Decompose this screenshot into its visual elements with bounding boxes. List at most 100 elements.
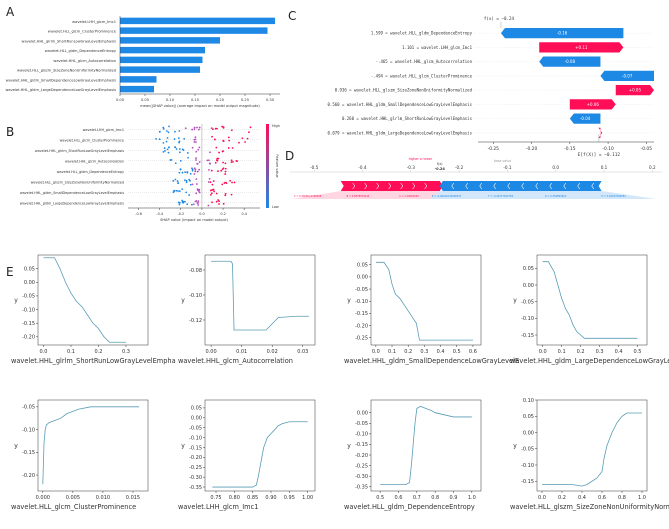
d-tick-label: -0.5 <box>310 165 319 170</box>
e-pd-line <box>211 260 309 331</box>
b-shap-point <box>232 160 234 163</box>
d-tick-label: -0.2 <box>455 165 464 170</box>
a-x-tick-label: 0.30 <box>266 98 275 102</box>
b-shap-point <box>208 168 210 171</box>
b-shap-point <box>194 170 197 173</box>
b-shap-point <box>211 201 213 204</box>
e-x-tick-label: 0.03 <box>297 349 308 355</box>
b-shap-point <box>209 189 212 192</box>
b-shap-point <box>224 192 227 195</box>
d-blue-chevron <box>521 182 525 190</box>
d-fx-value: -0.24 <box>435 167 446 171</box>
b-shap-point <box>195 178 198 181</box>
b-shap-point <box>231 147 234 149</box>
b-shap-point <box>215 159 218 161</box>
d-blue-chevron <box>549 182 553 190</box>
b-shap-point <box>177 182 179 184</box>
b-shap-point <box>168 146 170 149</box>
b-shap-point <box>224 173 227 175</box>
e-x-tick-label: 0.0 <box>539 349 547 355</box>
b-x-tick-label: -0.6 <box>135 212 142 216</box>
b-shap-point <box>212 180 215 182</box>
a-x-tick-label: 0.05 <box>141 98 149 102</box>
a-bar <box>120 37 220 44</box>
d-red-fan <box>292 191 450 199</box>
b-shap-point <box>194 200 197 203</box>
b-shap-point <box>181 199 184 202</box>
e-x-tick-label: 0.7 <box>413 495 421 501</box>
c-waterfall-bar <box>598 127 603 139</box>
b-shap-point <box>209 181 212 184</box>
e-subplot: 0.5 0.6 0.7 0.8 0.9 1.0 0.00 -0.05 -0.10 -0.15 -0.… <box>344 399 482 511</box>
d-higher-lower: higher ⇄ lower <box>409 157 433 161</box>
e-x-tick-label: 0.005 <box>66 495 80 501</box>
b-shap-point <box>191 146 194 149</box>
b-shap-point <box>195 159 197 161</box>
b-shap-point <box>193 140 196 143</box>
b-shap-point <box>195 157 197 159</box>
b-category-label: wavelet.LHH_glcm_Imc1 <box>83 128 124 132</box>
e-y-tick-label: -0.05 <box>521 447 534 453</box>
b-shap-point <box>228 139 231 142</box>
b-shap-point <box>210 193 212 196</box>
b-shap-point <box>218 203 220 205</box>
panel-letter-b: B <box>6 125 14 139</box>
b-shap-point <box>196 170 199 173</box>
c-x-tick-label: -0.15 <box>564 146 576 152</box>
e-x-tick-label: 0.5 <box>376 495 384 501</box>
e-plot-frame <box>536 254 648 346</box>
d-tick-label: -0.4 <box>358 165 367 170</box>
b-shap-point <box>181 171 184 174</box>
e-pd-line <box>212 421 308 488</box>
b-shap-point <box>191 168 194 171</box>
b-shap-point <box>224 162 227 165</box>
c-value-label: +0.06 <box>587 102 600 107</box>
c-efx-label: E[f(X)] = −0.112 <box>578 152 621 158</box>
b-shap-point <box>222 161 224 164</box>
e-x-axis-label: wavelet.HHL_glcm_Autocorrelation <box>178 357 293 365</box>
e-y-tick-label: -0.15 <box>521 479 534 485</box>
e-plot-frame <box>204 399 316 492</box>
d-red-chevron <box>376 182 380 190</box>
d-red-chevron <box>388 182 392 190</box>
b-shap-point <box>188 194 191 196</box>
e-x-tick-label: 0.5 <box>634 349 642 355</box>
e-y-tick-label: -0.10 <box>189 293 202 299</box>
b-shap-point <box>165 140 168 143</box>
e-x-axis-label: wavelet.HHL_glrlm_ShortRunLowGrayLevelEm… <box>11 357 176 365</box>
e-y-tick-label: 0.00 <box>523 283 534 289</box>
b-x-tick-label: -0.2 <box>177 212 184 216</box>
e-x-tick-label: 0.4 <box>578 495 586 501</box>
b-shap-point <box>195 150 198 153</box>
b-colorbar <box>266 124 269 208</box>
d-tick-label: -0.1 <box>503 165 512 170</box>
panel-letter-d: D <box>285 149 294 163</box>
b-shap-point <box>197 204 200 206</box>
e-x-axis-label: wavelet.HLL_glcm_ClusterProminence <box>11 503 136 511</box>
e-x-tick-label: 0.6 <box>395 495 403 501</box>
e-x-tick-label: 1.00 <box>302 495 313 501</box>
b-shap-point <box>198 168 201 171</box>
e-x-tick-label: 0.0 <box>372 349 380 355</box>
b-shap-point <box>218 151 220 154</box>
b-shap-point <box>174 130 176 133</box>
b-shap-point <box>211 189 214 191</box>
e-x-tick-label: 0.0 <box>40 349 48 355</box>
d-blue-segment-label: E = -0.46441043026547 <box>432 195 462 198</box>
b-shap-point <box>165 130 168 132</box>
e-plot-frame <box>370 254 482 346</box>
b-shap-point <box>185 179 188 182</box>
b-shap-point <box>186 171 189 173</box>
c-waterfall-bar <box>569 99 616 110</box>
e-x-tick-label: 0.3 <box>596 349 604 355</box>
b-shap-point <box>184 127 187 130</box>
e-pd-line <box>542 412 642 487</box>
panel-c: f(x) = −0.24 1.599 = wavelet.HLL_gldm_Dep… <box>328 16 654 158</box>
b-shap-point <box>189 183 192 186</box>
panel-b: wavelet.LHH_glcm_Imc1 wavelet.HLL_glcm_Cl… <box>20 124 280 222</box>
e-plot-frame <box>37 254 149 346</box>
b-x-tick-label: 0.4 <box>241 212 246 216</box>
a-x-tick-label: 0.20 <box>216 98 225 102</box>
e-y-axis-label: y <box>347 297 351 304</box>
b-shap-point <box>189 172 192 175</box>
